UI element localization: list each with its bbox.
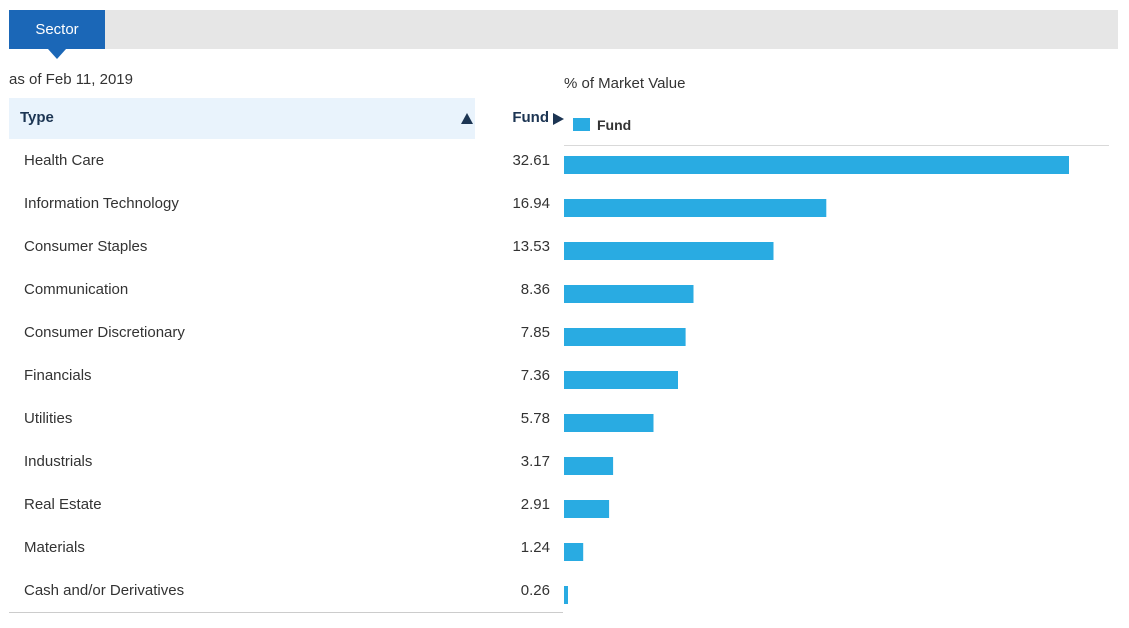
table-row: Cash and/or Derivatives 0.26 [9,570,563,613]
fund-percent-value: 13.53 [512,238,550,255]
legend-label-fund: Fund [597,117,632,133]
type-column-header[interactable]: Type [9,98,475,139]
table-row: Materials 1.24 [9,527,563,570]
sector-name: Cash and/or Derivatives [24,582,185,599]
table-row: Utilities 5.78 [9,398,563,441]
table-row: Real Estate 2.91 [9,484,563,527]
chart-title: % of Market Value [564,75,686,92]
bar-communication [564,285,694,303]
fund-percent-value: 8.36 [520,281,550,298]
sector-table-body: Health Care 32.61 Information Technology 16… [9,140,563,613]
play-right-icon[interactable] [553,113,564,125]
fund-column-header-label: Fund [512,109,549,126]
bar-financials [564,371,678,389]
table-row: Communication 8.36 [9,269,563,312]
as-of-date: as of Feb 11, 2019 [9,71,133,88]
table-row: Information Technology 16.94 [9,183,563,226]
fund-percent-value: 2.91 [520,496,550,513]
fund-percent-value: 0.26 [520,582,550,599]
sector-name: Health Care [24,152,105,169]
fund-percent-value: 32.61 [512,152,550,169]
fund-percent-value: 5.78 [520,410,550,427]
type-column-header-label: Type [20,109,54,126]
fund-percent-value: 3.17 [520,453,550,470]
bar-consumer-staples [564,242,774,260]
bar-information-technology [564,199,827,217]
bar-cash-and-or-derivatives [564,586,568,604]
tab-sector[interactable]: Sector [9,10,105,49]
sector-name: Financials [24,367,92,384]
fund-column-header[interactable]: Fund [480,98,564,139]
table-row: Consumer Staples 13.53 [9,226,563,269]
table-bottom-rule [9,612,563,613]
bar-consumer-discretionary [564,328,686,346]
bar-materials [564,543,584,561]
sector-name: Industrials [24,453,93,470]
fund-percent-value: 1.24 [520,539,550,556]
sort-ascending-icon[interactable] [461,113,473,124]
table-row: Financials 7.36 [9,355,563,398]
table-row: Industrials 3.17 [9,441,563,484]
bar-utilities [564,414,654,432]
bar-real-estate [564,500,610,518]
sector-name: Communication [24,281,129,298]
sector-name: Consumer Staples [24,238,148,255]
bar-industrials [564,457,614,475]
sector-name: Consumer Discretionary [24,324,185,341]
bar-health-care [564,156,1069,174]
legend-swatch-fund [573,118,590,131]
fund-percent-value: 7.36 [520,367,550,384]
chart-top-rule [564,145,1109,146]
sector-name: Information Technology [24,195,179,212]
tab-bar: Sector [9,10,1118,59]
sector-name: Materials [24,539,85,556]
fund-percent-value: 16.94 [512,195,550,212]
table-row: Health Care 32.61 [9,140,563,183]
active-tab-pointer-icon [48,49,66,59]
sector-name: Real Estate [24,496,102,513]
table-row: Consumer Discretionary 7.85 [9,312,563,355]
fund-percent-value: 7.85 [520,324,550,341]
sector-name: Utilities [24,410,73,427]
